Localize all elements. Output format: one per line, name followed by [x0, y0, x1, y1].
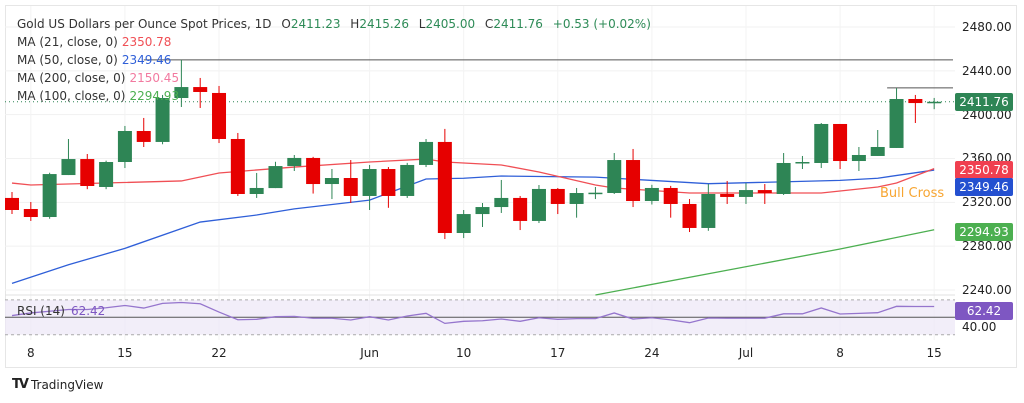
tradingview-branding[interactable]: TV TradingView — [12, 377, 103, 392]
price-tick-label: 2280.00 — [962, 239, 1012, 254]
candle-up — [42, 174, 57, 218]
candle-up — [362, 169, 377, 196]
date-tick-label: 15 — [117, 346, 133, 360]
candle-up — [776, 162, 791, 194]
price-tick-label: 2480.00 — [962, 20, 1012, 34]
date-tick-label: 24 — [644, 346, 660, 360]
candle-down — [230, 138, 245, 194]
candle-up — [324, 178, 339, 185]
candle-up — [795, 162, 810, 164]
candle-up — [531, 188, 546, 221]
low-value: L2405.00 — [418, 17, 476, 31]
candle-up — [927, 101, 942, 104]
date-tick-label: 10 — [456, 346, 472, 360]
candle-down — [833, 123, 848, 162]
candle-down — [136, 130, 151, 142]
candle-up — [889, 98, 904, 148]
open-value: O2411.23 — [281, 17, 341, 31]
date-tick-label: 15 — [926, 346, 942, 360]
candle-up — [494, 197, 509, 208]
candle-down — [908, 98, 923, 104]
candle-down — [212, 92, 227, 139]
candle-down — [80, 159, 95, 187]
price-tick-label: 2320.00 — [962, 195, 1012, 210]
candle-down — [381, 169, 396, 196]
price-tick-label: 2400.00 — [962, 107, 1012, 122]
candle-down — [682, 203, 697, 228]
candle-down — [720, 193, 735, 197]
rsi-badge: 62.42 — [955, 302, 1013, 320]
candle-up — [99, 162, 114, 187]
candle-down — [5, 197, 19, 210]
candle-up — [456, 214, 471, 234]
candle-up — [851, 154, 866, 162]
candle-up — [644, 187, 659, 202]
change-value: +0.53 (+0.02%) — [552, 17, 651, 31]
candle-down — [23, 209, 38, 218]
candle-up — [419, 141, 434, 165]
date-tick-label: Jun — [360, 346, 379, 360]
candle-up — [607, 160, 622, 194]
ma21-badge: 2350.78 — [955, 161, 1013, 179]
price-tick-label: 2440.00 — [962, 63, 1012, 78]
price-tick-label: 2240.00 — [962, 282, 1012, 297]
indicator-ma21[interactable]: MA (21, close, 0) 2350.78 — [17, 35, 172, 49]
candle-up — [588, 192, 603, 195]
candle-down — [343, 178, 358, 196]
ma21-line — [11, 158, 935, 194]
candle-up — [738, 190, 753, 197]
ma50-line — [11, 169, 935, 285]
indicator-ma100[interactable]: MA (100, close, 0) 2294.93 — [17, 89, 180, 103]
candle-down — [757, 190, 772, 194]
candle-up — [870, 146, 885, 156]
high-value: H2415.26 — [350, 17, 409, 31]
last-price-badge: 2411.76 — [955, 93, 1013, 111]
close-value: C2411.76 — [484, 17, 543, 31]
chart-frame — [5, 5, 1017, 368]
tradingview-logo-icon: TV — [12, 377, 29, 392]
candle-up — [174, 87, 189, 99]
candle-down — [550, 188, 565, 204]
tradingview-label: TradingView — [30, 377, 104, 392]
date-tick-label: 8 — [836, 346, 844, 360]
candle-down — [513, 197, 528, 221]
candle-down — [306, 157, 321, 185]
candle-up — [569, 193, 584, 204]
rsi-line — [11, 301, 935, 325]
candle-up — [268, 166, 283, 189]
indicator-ma50[interactable]: MA (50, close, 0) 2349.46 — [17, 53, 172, 67]
date-tick-label: 22 — [211, 346, 227, 360]
candle-up — [249, 187, 264, 194]
date-tick-label: Jul — [738, 346, 754, 360]
ma50-badge: 2349.46 — [955, 178, 1013, 196]
candle-down — [663, 187, 678, 204]
symbol-legend: Gold US Dollars per Ounce Spot Prices, 1… — [17, 17, 651, 32]
candle-down — [626, 160, 641, 202]
date-tick-label: 17 — [550, 346, 566, 360]
bull-cross-annotation: Bull Cross — [880, 186, 945, 201]
date-tick-label: 8 — [26, 346, 35, 360]
candle-up — [155, 98, 170, 142]
candle-up — [475, 207, 490, 215]
candle-up — [117, 130, 132, 163]
candle-down — [437, 141, 452, 234]
candle-up — [287, 157, 302, 167]
ma100-badge: 2294.93 — [955, 223, 1013, 241]
candle-up — [400, 164, 415, 196]
rsi-legend[interactable]: RSI (14) 62.42 — [17, 304, 106, 318]
candle-down — [193, 87, 208, 92]
ma100-line — [595, 229, 935, 296]
indicator-ma200[interactable]: MA (200, close, 0) 2150.45 — [17, 71, 180, 85]
symbol-title: Gold US Dollars per Ounce Spot Prices, 1… — [17, 17, 272, 31]
candle-up — [701, 193, 716, 228]
candle-up — [814, 123, 829, 163]
candle-up — [61, 159, 76, 176]
rsi-axis-label: 40.00 — [962, 320, 997, 334]
